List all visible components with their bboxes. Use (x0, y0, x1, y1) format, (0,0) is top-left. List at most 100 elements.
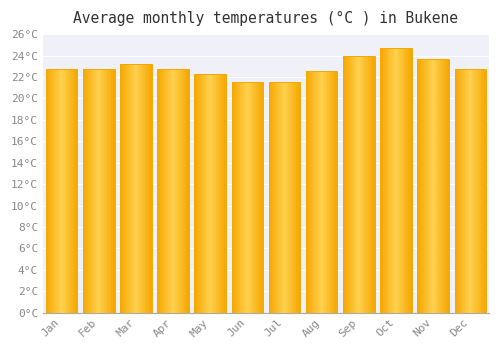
Bar (366, 56, 368, 313)
Bar (323, 71, 324, 313)
Bar (293, 82, 294, 313)
Bar (233, 82, 234, 313)
Bar (83, 69, 114, 313)
Bar (242, 82, 244, 313)
Bar (418, 59, 419, 313)
Bar (358, 56, 359, 313)
Bar (127, 64, 128, 313)
Bar (140, 64, 141, 313)
Bar (110, 69, 112, 313)
Bar (177, 69, 178, 313)
Bar (326, 71, 327, 313)
Bar (456, 69, 457, 313)
Bar (430, 59, 431, 313)
Bar (348, 56, 350, 313)
Bar (372, 56, 373, 313)
Bar (284, 82, 286, 313)
Bar (466, 69, 467, 313)
Bar (204, 74, 206, 313)
Bar (130, 64, 131, 313)
Bar (238, 82, 240, 313)
Bar (309, 71, 310, 313)
Bar (46, 69, 78, 313)
Bar (212, 74, 214, 313)
Bar (252, 82, 253, 313)
Bar (423, 59, 424, 313)
Bar (356, 56, 358, 313)
Bar (446, 59, 448, 313)
Bar (249, 82, 250, 313)
Bar (202, 74, 203, 313)
Bar (244, 82, 245, 313)
Bar (448, 59, 449, 313)
Bar (203, 74, 204, 313)
Bar (96, 69, 97, 313)
Bar (112, 69, 113, 313)
Bar (52, 69, 53, 313)
Bar (380, 48, 381, 313)
Bar (278, 82, 279, 313)
Bar (426, 59, 427, 313)
Bar (316, 71, 317, 313)
Bar (258, 82, 259, 313)
Bar (462, 69, 463, 313)
Bar (197, 74, 198, 313)
Bar (434, 59, 436, 313)
Bar (437, 59, 438, 313)
Bar (67, 69, 68, 313)
Bar (470, 69, 471, 313)
Bar (108, 69, 109, 313)
Bar (268, 82, 270, 313)
Bar (388, 48, 389, 313)
Bar (170, 69, 172, 313)
Bar (253, 82, 254, 313)
Bar (408, 48, 410, 313)
Bar (161, 69, 162, 313)
Bar (427, 59, 428, 313)
Bar (432, 59, 433, 313)
Bar (60, 69, 61, 313)
Bar (208, 74, 210, 313)
Bar (160, 69, 161, 313)
Bar (335, 71, 336, 313)
Bar (313, 71, 314, 313)
Bar (248, 82, 249, 313)
Bar (286, 82, 287, 313)
Bar (324, 71, 325, 313)
Bar (484, 69, 486, 313)
Bar (182, 69, 184, 313)
Bar (234, 82, 236, 313)
Bar (241, 82, 242, 313)
Bar (382, 48, 384, 313)
Bar (343, 56, 344, 313)
Bar (150, 64, 151, 313)
Bar (169, 69, 170, 313)
Bar (148, 64, 150, 313)
Bar (95, 69, 96, 313)
Bar (331, 71, 332, 313)
Bar (429, 59, 430, 313)
Bar (327, 71, 328, 313)
Bar (270, 82, 271, 313)
Bar (97, 69, 98, 313)
Bar (125, 64, 126, 313)
Bar (268, 82, 300, 313)
Bar (330, 71, 331, 313)
Bar (310, 71, 312, 313)
Bar (48, 69, 49, 313)
Bar (334, 71, 335, 313)
Bar (306, 71, 308, 313)
Bar (472, 69, 474, 313)
Bar (343, 56, 374, 313)
Bar (206, 74, 207, 313)
Bar (350, 56, 351, 313)
Bar (320, 71, 321, 313)
Bar (104, 69, 105, 313)
Bar (406, 48, 407, 313)
Bar (61, 69, 62, 313)
Bar (296, 82, 297, 313)
Bar (49, 69, 50, 313)
Bar (246, 82, 248, 313)
Bar (187, 69, 188, 313)
Bar (46, 69, 48, 313)
